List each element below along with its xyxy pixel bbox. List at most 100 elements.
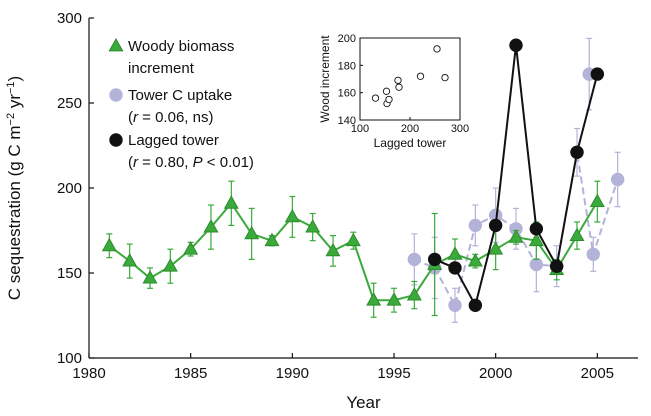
y-axis-title-mid: yr xyxy=(5,94,24,113)
legend-text-part: increment xyxy=(128,60,195,77)
tower-c-uptake-marker-10 xyxy=(610,172,625,187)
legend-marker-woody-biomass-increment xyxy=(108,37,124,52)
lagged-tower-marker-1 xyxy=(448,261,462,275)
legend-label-lagged-tower-0: Lagged tower xyxy=(128,132,219,149)
woody-biomass-increment-marker-0 xyxy=(101,237,117,252)
lagged-tower-marker-8 xyxy=(590,67,605,81)
inset-point-1 xyxy=(382,87,391,95)
inset-y-tick-label-180: 180 xyxy=(338,60,356,72)
legend-text-part: ( xyxy=(128,109,133,126)
y-tick-label-200: 200 xyxy=(57,180,82,197)
series-lagged-tower xyxy=(427,38,605,313)
x-tick-label-1980: 1980 xyxy=(72,365,105,382)
series-woody-biomass-increment xyxy=(101,180,605,318)
legend-text-part: Woody biomass xyxy=(128,38,234,55)
woody-biomass-increment-line xyxy=(108,201,599,302)
lagged-tower-marker-4 xyxy=(509,38,523,52)
x-tick-label-1995: 1995 xyxy=(377,365,410,382)
legend-text-part: = 0.80, xyxy=(138,154,193,171)
woody-biomass-increment-marker-21 xyxy=(528,232,544,247)
woody-biomass-increment-marker-13 xyxy=(366,292,382,306)
tower-c-uptake-marker-3 xyxy=(468,218,483,233)
series-tower-c-uptake xyxy=(407,37,625,323)
inset-y-tick-label-200: 200 xyxy=(338,33,356,45)
y-tick-label-150: 150 xyxy=(57,265,82,282)
legend-label-tower-c-uptake-0: Tower C uptake xyxy=(128,87,232,104)
inset-x-tick-label-200: 200 xyxy=(401,123,419,135)
woody-biomass-increment-marker-8 xyxy=(264,232,280,247)
woody-biomass-increment-marker-24 xyxy=(589,193,605,207)
woody-biomass-increment-marker-15 xyxy=(406,287,422,301)
y-tick-label-300: 300 xyxy=(57,10,82,27)
inset-point-0 xyxy=(371,94,380,102)
tower-c-uptake-marker-0 xyxy=(407,252,422,267)
y-axis-title-end: ) xyxy=(5,76,24,82)
tower-c-uptake-marker-2 xyxy=(448,298,462,313)
woody-biomass-increment-marker-18 xyxy=(467,253,483,267)
tower-c-uptake-line xyxy=(413,152,619,309)
y-axis-title-sup2: −1 xyxy=(5,81,17,94)
lagged-tower-marker-7 xyxy=(570,145,584,160)
woody-biomass-increment-marker-10 xyxy=(305,219,321,233)
y-axis-title-main: C sequestration (g C m xyxy=(5,125,24,300)
y-axis-title-sup1: −2 xyxy=(5,113,17,126)
legend-text-part: r xyxy=(133,109,139,126)
woody-biomass-increment-marker-2 xyxy=(142,270,158,284)
inset-y-tick-label-140: 140 xyxy=(338,115,356,127)
legend-label-woody-biomass-increment-0: Woody biomass xyxy=(128,38,234,55)
woody-biomass-increment-marker-12 xyxy=(345,232,361,247)
legend-marker-lagged-tower xyxy=(109,133,123,147)
legend-marker-tower-c-uptake xyxy=(109,88,123,102)
woody-biomass-increment-marker-1 xyxy=(122,253,138,267)
inset-point-5 xyxy=(395,83,403,91)
lagged-tower-marker-0 xyxy=(427,252,442,267)
lagged-tower-marker-6 xyxy=(549,259,564,273)
woody-biomass-increment-marker-5 xyxy=(203,219,219,233)
inset-point-7 xyxy=(433,45,441,53)
x-tick-label-2005: 2005 xyxy=(581,365,614,382)
legend-text-part: Tower C uptake xyxy=(128,87,232,104)
woody-biomass-increment-marker-11 xyxy=(325,242,341,257)
woody-biomass-increment-marker-17 xyxy=(447,246,463,260)
x-tick-label-2000: 2000 xyxy=(479,365,512,382)
legend-text-part: P xyxy=(193,154,203,171)
lagged-tower-marker-3 xyxy=(488,218,503,233)
inset-y-axis-title: Wood increment xyxy=(318,35,332,123)
legend-text-part: < 0.01) xyxy=(203,154,254,171)
woody-biomass-increment-marker-14 xyxy=(386,292,402,306)
series-layer xyxy=(101,37,625,323)
legend-label-lagged-tower-1: (r = 0.80, P < 0.01) xyxy=(128,154,254,171)
woody-biomass-increment-marker-6 xyxy=(223,195,239,209)
tower-c-uptake-marker-9 xyxy=(586,247,600,262)
woody-biomass-increment-marker-19 xyxy=(488,241,504,255)
legend-label-woody-biomass-increment-1: increment xyxy=(128,60,195,77)
x-tick-label-1985: 1985 xyxy=(174,365,207,382)
woody-biomass-increment-marker-4 xyxy=(183,241,199,255)
inset-point-4 xyxy=(394,76,402,85)
inset-point-8 xyxy=(441,73,449,82)
legend-text-part: Lagged tower xyxy=(128,132,219,149)
tower-c-uptake-marker-6 xyxy=(529,257,544,272)
woody-biomass-increment-marker-3 xyxy=(162,258,178,272)
inset-x-tick-label-300: 300 xyxy=(451,123,469,135)
legend-text-part: ( xyxy=(128,154,133,171)
woody-biomass-increment-marker-20 xyxy=(508,229,524,243)
inset-x-axis-title: Lagged tower xyxy=(374,136,447,150)
x-tick-label-1990: 1990 xyxy=(276,365,309,382)
inset-point-6 xyxy=(416,72,425,80)
lagged-tower-marker-2 xyxy=(468,298,483,313)
axes-layer: 1980 1985 1990 1995 2000 2005 100 150 200 250 300 xyxy=(57,10,638,382)
inset-x-tick-label-100: 100 xyxy=(351,123,369,135)
y-tick-label-250: 250 xyxy=(57,95,82,112)
woody-biomass-increment-marker-7 xyxy=(244,225,260,240)
legend-text-part: r xyxy=(133,154,139,171)
inset-point-3 xyxy=(385,95,393,104)
inset-y-tick-label-160: 160 xyxy=(338,88,356,100)
y-tick-label-100: 100 xyxy=(57,350,82,367)
x-axis-title: Year xyxy=(346,393,381,412)
woody-biomass-increment-marker-9 xyxy=(284,208,300,223)
